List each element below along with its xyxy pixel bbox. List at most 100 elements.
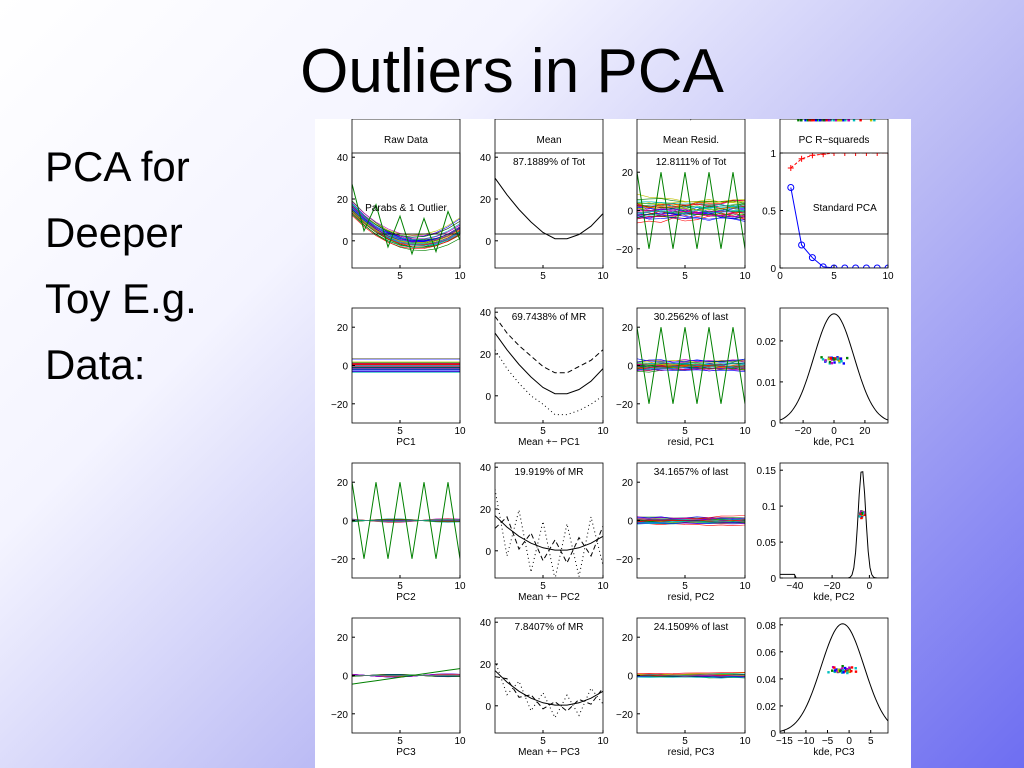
x-tick-label: 0: [867, 581, 873, 592]
series-line: [352, 668, 460, 685]
kde-jitter-point: [842, 119, 845, 122]
axes-frame: [494, 119, 604, 235]
kde-jitter-point: [829, 357, 833, 360]
kde-jitter-point: [833, 666, 836, 669]
y-tick-label: 40: [480, 308, 492, 319]
y-tick-label: 20: [337, 323, 349, 334]
kde-jitter-point: [842, 362, 845, 365]
y-tick-label: 0: [627, 517, 633, 528]
kde-jitter-point: [834, 357, 838, 360]
kde-jitter-point: [830, 358, 834, 361]
y-tick-label: 0: [627, 207, 633, 218]
rsq-cumulative-line: [790, 153, 888, 169]
kde-jitter-point: [804, 119, 807, 122]
y-tick-label: 0: [770, 264, 776, 275]
kde-jitter-point: [828, 362, 832, 365]
rsq-point: [808, 254, 816, 262]
x-tick-label: 0: [777, 271, 783, 282]
kde-jitter-point: [831, 665, 835, 669]
kde-jitter-point: [860, 516, 863, 520]
axes-frame: [779, 119, 889, 235]
x-tick-label: 5: [540, 119, 546, 122]
kde-jitter-point: [845, 356, 849, 360]
panel-xlabel: resid, PC2: [668, 592, 715, 603]
x-tick-label: 10: [597, 736, 609, 747]
panel-title: Mean: [536, 135, 561, 146]
x-tick-label: 10: [454, 581, 466, 592]
rsq-individual-line: [790, 187, 888, 268]
axes-frame: [351, 119, 461, 235]
panel-xlabel: resid, PC1: [668, 437, 715, 448]
panel-xlabel: Mean +− PC4: [518, 119, 580, 122]
plot-area: [637, 515, 745, 527]
panel-3-2: 5 10 0 20 40 Mean +− PC2 19.919% of MR: [480, 462, 609, 603]
plot-area: [495, 316, 603, 416]
kde-jitter-point: [841, 669, 845, 672]
panel-1-1: 5 10 0 20 40 Raw Data Parabs & 1 Outlier: [337, 135, 466, 282]
x-tick-label: 10: [597, 426, 609, 437]
x-tick-label: 5: [397, 426, 403, 437]
x-tick-label: 5: [540, 736, 546, 747]
y-tick-label: 20: [622, 323, 634, 334]
y-tick-label: 0: [485, 237, 491, 248]
panel-xlabel: PC1: [396, 437, 416, 448]
kde-jitter-point: [859, 513, 862, 516]
kde-jitter-point: [869, 119, 873, 122]
panel-annotation: Standard PCA: [813, 203, 877, 214]
x-tick-label: 5: [682, 581, 688, 592]
panel-title: PC R−squareds: [799, 135, 870, 146]
y-tick-label: 0: [770, 729, 776, 740]
panel-xlabel: Mean +− PC1: [518, 437, 580, 448]
y-tick-label: −20: [616, 119, 633, 122]
kde-jitter-point: [818, 119, 822, 122]
y-tick-label: 20: [480, 350, 492, 361]
y-tick-label: 20: [765, 119, 777, 122]
kde-jitter-point: [833, 361, 836, 364]
y-tick-label: −20: [331, 400, 348, 411]
series-line: [352, 482, 460, 559]
kde-jitter-point: [852, 119, 856, 122]
kde-jitter-point: [820, 356, 823, 359]
mean-pc-curve: [495, 676, 603, 712]
kde-curve: [780, 471, 888, 578]
y-tick-label: 0.02: [757, 337, 777, 348]
kde-jitter-point: [839, 119, 843, 122]
y-tick-label: 1: [770, 149, 776, 160]
kde-jitter-point: [837, 670, 841, 673]
kde-jitter-point: [831, 669, 834, 672]
y-tick-label: 0: [342, 362, 348, 373]
y-tick-label: 0: [627, 119, 633, 122]
series-line: [352, 183, 460, 256]
panel-4-2: 5 10 0 20 40 Mean +− PC3 7.8407% of MR: [480, 617, 609, 758]
series-line: [637, 673, 745, 676]
kde-jitter-point: [832, 119, 835, 122]
slide-title: Outliers in PCA: [300, 37, 724, 106]
panel-4-3: 5 10 −20 0 20 resid, PC3 24.1509% of last: [616, 617, 751, 758]
x-tick-label: 10: [739, 119, 751, 122]
kde-jitter-point: [836, 357, 839, 360]
axes-frame: [779, 617, 889, 734]
y-tick-label: 20: [480, 119, 492, 122]
mean-pc-curve: [495, 177, 603, 240]
bullet-item: Deeper: [45, 209, 183, 256]
kde-jitter-point: [861, 512, 865, 515]
panel-2-1: 5 10 −20 0 20 PC1: [331, 307, 466, 448]
plot-area: [637, 672, 745, 679]
y-tick-label: −20: [331, 710, 348, 721]
x-tick-label: 10: [882, 271, 894, 282]
panel-annotation: 69.7438% of MR: [512, 312, 587, 323]
mean-pc-curve: [495, 349, 603, 416]
series-line: [352, 205, 460, 243]
kde-jitter-point: [833, 670, 836, 674]
y-tick-label: 0.08: [757, 621, 777, 632]
panel-2-4: −20 0 20 0 0.01 0.02 kde, PC1: [757, 307, 889, 448]
mean-pc-curve: [495, 670, 603, 706]
y-tick-label: 0.01: [757, 378, 777, 389]
x-tick-label: 20: [859, 426, 871, 437]
y-tick-label: −20: [616, 400, 633, 411]
kde-jitter-point: [860, 512, 863, 515]
x-tick-label: 5: [397, 736, 403, 747]
panel-xlabel: kde, PC3: [813, 747, 855, 758]
